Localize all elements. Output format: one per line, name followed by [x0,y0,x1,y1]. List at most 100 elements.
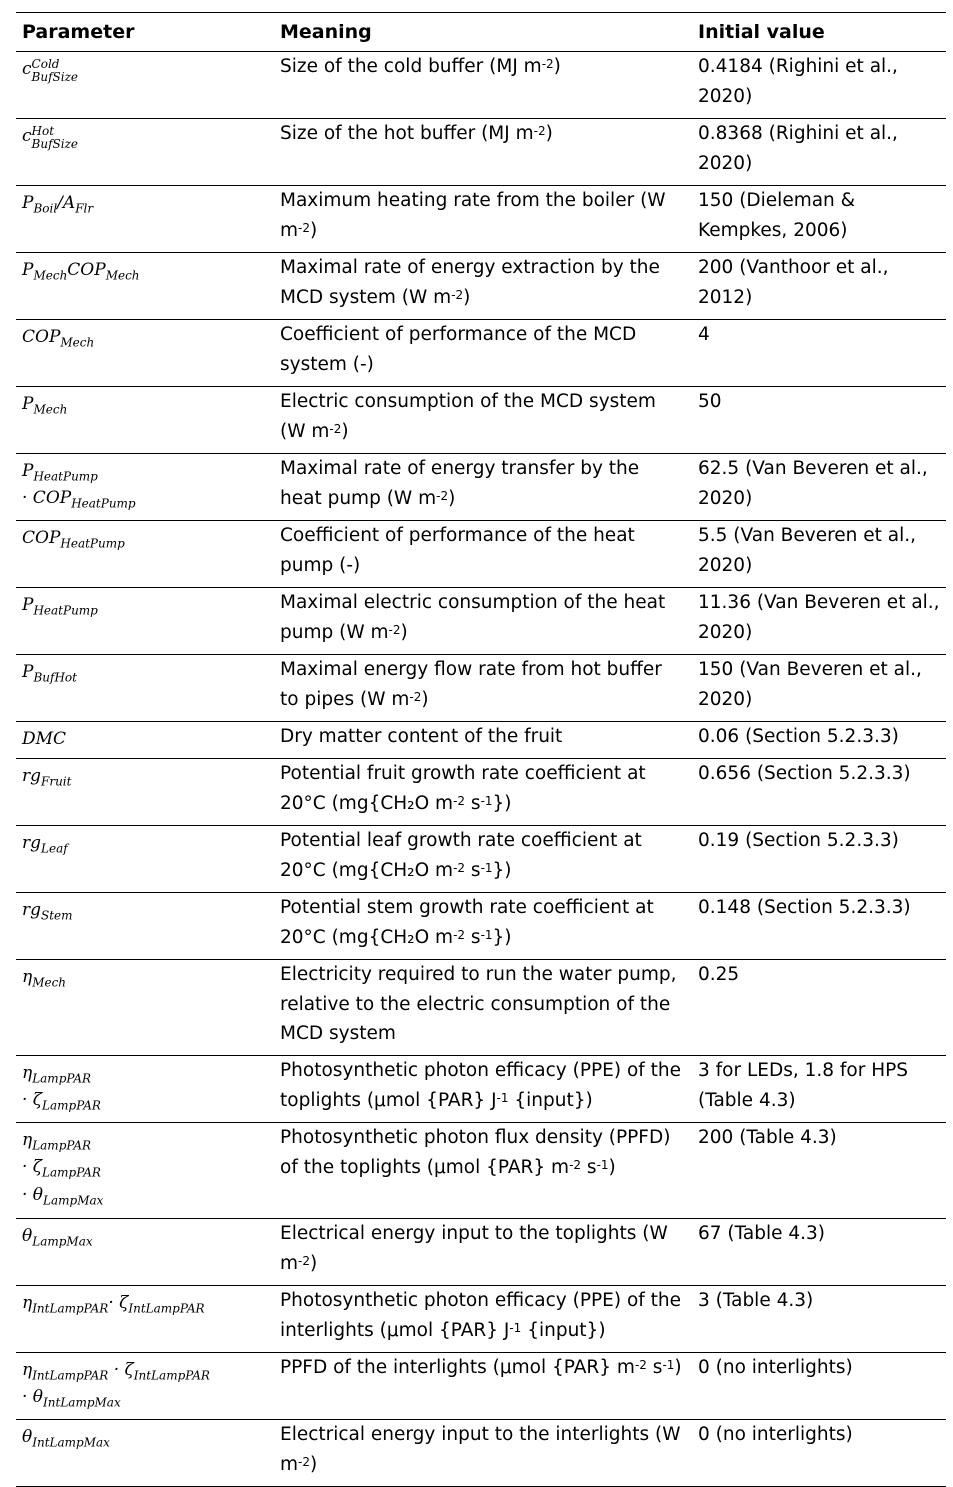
meaning-text: Photosynthetic photon flux density (PPFD… [280,1127,671,1178]
meaning-text: Potential leaf growth rate coefficient a… [280,830,642,881]
symbol-part: η [22,1293,33,1313]
initial-value: 4 [692,319,946,387]
symbol-part: · θ [22,1387,44,1408]
parameter-meaning: Maximal rate of energy transfer by the h… [274,453,692,521]
meaning-text: PPFD of the interlights (μmol {PAR} m [280,1357,635,1378]
unit-exponent: -2 [298,1253,310,1268]
parameter-symbol: ηIntLampPAR· ζIntLampPAR [16,1285,274,1353]
parameter-symbol: rgFruit [16,758,274,826]
parameter-symbol: ηIntLampPAR · ζIntLampPAR · θIntLampMax [16,1352,274,1420]
symbol-part: θ [22,1226,33,1246]
initial-value: 5.5 (Van Beveren et al., 2020) [692,520,946,588]
initial-value: 62.5 (Van Beveren et al., 2020) [692,453,946,521]
unit-exponent: -2 [453,927,466,942]
meaning-text: {input}) [508,1089,593,1111]
table-row: ηMech Electricity required to run the wat… [16,959,946,1056]
header-initial-value: Initial value [692,12,946,52]
parameter-symbol: θIntLampMax [16,1419,274,1487]
symbol-part: θ [22,1427,33,1447]
meaning-text: ) [310,1453,318,1475]
parameter-meaning: Potential leaf growth rate coefficient a… [274,825,692,893]
meaning-text: }) [492,859,512,881]
meaning-text: ) [310,219,318,241]
symbol-subscript: LampMax [32,1234,93,1249]
meaning-text: s [646,1357,663,1378]
meaning-text: Coefficient of performance of the heat p… [280,525,635,576]
meaning-text: Coefficient of performance of the MCD sy… [280,324,637,375]
initial-value: 11.36 (Van Beveren et al., 2020) [692,587,946,655]
table-row: cCold BufSize Size of the cold buffer (MJ … [16,51,946,119]
parameter-meaning: Coefficient of performance of the MCD sy… [274,319,692,387]
symbol-part: · ζ [22,1157,43,1178]
parameter-meaning: Potential fruit growth rate coefficient … [274,758,692,826]
parameter-meaning: Maximal rate of energy extraction by the… [274,252,692,320]
meaning-text: s [465,859,481,881]
meaning-text: s [581,1156,597,1178]
parameter-meaning: Coefficient of performance of the heat p… [274,520,692,588]
initial-value: 50 [692,386,946,454]
meaning-text: {input}) [521,1319,606,1341]
table-row: ηLampPAR · ζLampPAR Photosynthetic photon … [16,1055,946,1123]
parameter-symbol: rgLeaf [16,825,274,893]
meaning-text: ) [400,621,408,643]
initial-value: 0.06 (Section 5.2.3.3) [692,721,946,759]
symbol-subscript: HeatPump [33,603,98,618]
meaning-text: Maximal electric consumption of the heat… [280,592,666,643]
table-row: DMC Dry matter content of the fruit 0.06 (… [16,721,946,759]
symbol-subscript: IntLampPAR [32,1368,109,1383]
initial-value: 3 for LEDs, 1.8 for HPS (Table 4.3) [692,1055,946,1123]
symbol-subscript: IntLampPAR [128,1301,205,1316]
meaning-text: Dry matter content of the fruit [280,726,563,747]
unit-exponent: -2 [453,793,466,808]
symbol-base: c [22,126,32,146]
initial-value: 200 (Vanthoor et al., 2012) [692,252,946,320]
meaning-text: Electricity required to run the water pu… [280,964,677,1044]
initial-value: 0.148 (Section 5.2.3.3) [692,892,946,960]
parameter-table: Parameter Meaning Initial value cCold Buf… [16,12,946,1487]
symbol-part: /A [57,193,76,213]
symbol-scripts: Hot BufSize [32,125,78,151]
parameter-symbol: cHot BufSize [16,118,274,186]
table-row: COPMech Coefficient of performance of the… [16,319,946,387]
symbol-part: · COP [22,488,72,509]
meaning-text: ) [674,1357,682,1378]
symbol-part: COP [22,327,61,347]
symbol-subscript: IntLampMax [32,1435,110,1450]
table-row: PBoil/AFlr Maximum heating rate from the … [16,185,946,253]
symbol-subscript: Leaf [41,841,68,856]
symbol-subscript: LampPAR [42,1165,101,1180]
symbol-part: P [22,193,34,213]
symbol-subscript: LampPAR [42,1098,101,1113]
unit-exponent: -2 [634,1358,647,1372]
symbol-part: P [22,461,34,481]
meaning-text: Size of the cold buffer (MJ m [280,56,542,77]
meaning-text: Electric consumption of the MCD system (… [280,391,656,442]
initial-value: 0.656 (Section 5.2.3.3) [692,758,946,826]
table-row: COPHeatPump Coefficient of performance of… [16,520,946,588]
meaning-text: Size of the hot buffer (MJ m [280,123,534,144]
initial-value: 200 (Table 4.3) [692,1122,946,1219]
meaning-text: Maximal energy flow rate from hot buffer… [280,659,662,710]
parameter-symbol: PBoil/AFlr [16,185,274,253]
symbol-part: P [22,394,34,414]
meaning-text: ) [553,56,561,77]
table-row: PMechCOPMech Maximal rate of energy extra… [16,252,946,320]
parameter-symbol: PBufHot [16,654,274,722]
parameter-meaning: Size of the cold buffer (MJ m-2) [274,51,692,119]
parameter-meaning: Potential stem growth rate coefficient a… [274,892,692,960]
unit-exponent: -2 [569,1157,582,1172]
unit-exponent: -2 [453,860,466,875]
symbol-part: η [22,1130,33,1150]
meaning-text: ) [448,487,456,509]
unit-exponent: -2 [298,1454,310,1469]
symbol-subscript: HeatPump [60,536,125,551]
parameter-meaning: Maximal energy flow rate from hot buffer… [274,654,692,722]
initial-value: 0.8368 (Righini et al., 2020) [692,118,946,186]
table-row: PMech Electric consumption of the MCD sys… [16,386,946,454]
symbol-subscript: Mech [33,402,68,417]
parameter-symbol: COPMech [16,319,274,387]
symbol-subscript: Stem [41,908,73,923]
meaning-text: ) [421,688,429,710]
table-row: ηLampPAR · ζLampPAR · θLampMax Photosynthet… [16,1122,946,1219]
symbol-subscript: IntLampPAR [32,1301,109,1316]
